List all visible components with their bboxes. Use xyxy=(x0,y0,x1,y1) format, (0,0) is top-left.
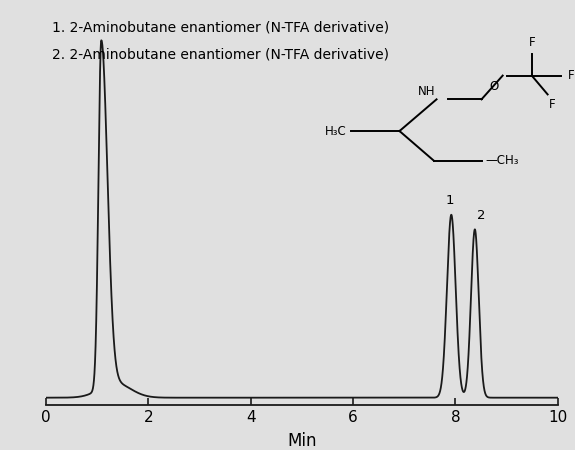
Text: —CH₃: —CH₃ xyxy=(485,154,519,167)
Text: NH: NH xyxy=(417,86,435,99)
Text: F: F xyxy=(549,99,555,111)
Text: 2. 2-Aminobutane enantiomer (N-TFA derivative): 2. 2-Aminobutane enantiomer (N-TFA deriv… xyxy=(52,47,389,61)
Text: F: F xyxy=(568,69,574,82)
Text: 1. 2-Aminobutane enantiomer (N-TFA derivative): 1. 2-Aminobutane enantiomer (N-TFA deriv… xyxy=(52,20,389,34)
Text: 1: 1 xyxy=(446,194,454,207)
Text: 2: 2 xyxy=(477,209,485,222)
Text: F: F xyxy=(528,36,535,49)
Text: H₃C: H₃C xyxy=(325,125,347,138)
X-axis label: Min: Min xyxy=(287,432,317,450)
Text: O: O xyxy=(489,80,499,93)
